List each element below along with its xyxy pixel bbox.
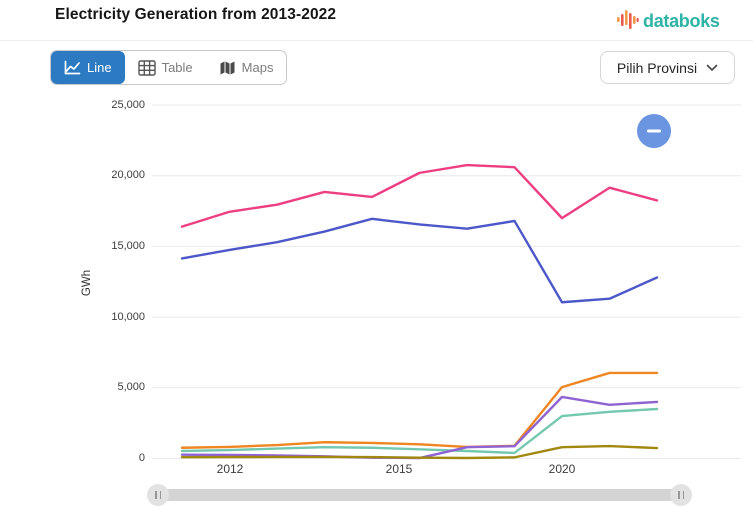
series-pink[interactable]	[180, 163, 659, 228]
province-dropdown[interactable]: Pilih Provinsi	[600, 51, 735, 84]
x-tick-label: 2015	[385, 462, 413, 476]
province-dropdown-label: Pilih Provinsi	[616, 59, 698, 76]
y-tick-label: 20,000	[111, 169, 145, 182]
page-title: Electricity Generation from 2013-2022	[55, 6, 337, 23]
brand-bars-icon	[616, 6, 640, 37]
navigator-handle-left[interactable]	[147, 484, 169, 506]
navigator-handle-right[interactable]	[670, 484, 692, 506]
view-toggle-maps[interactable]: Maps	[206, 51, 287, 84]
view-toggle-maps-label: Maps	[241, 60, 274, 75]
brand-logo[interactable]: databoks	[616, 6, 720, 36]
chevron-down-icon	[706, 59, 718, 77]
grip-icon	[678, 491, 684, 499]
view-toggle-group: Line Table Maps	[50, 50, 288, 85]
series-olive[interactable]	[180, 444, 659, 460]
y-tick-label: 25,000	[111, 98, 145, 111]
navigator-bar[interactable]	[160, 489, 680, 501]
brand-wordmark: databoks	[643, 10, 720, 31]
series-teal[interactable]	[180, 407, 659, 455]
y-tick-label: 5,000	[117, 381, 145, 394]
header-divider	[0, 40, 753, 41]
y-tick-label: 10,000	[111, 310, 145, 323]
series-orange[interactable]	[180, 371, 659, 449]
maps-icon	[219, 60, 236, 76]
line-chart-icon	[64, 60, 81, 75]
grip-icon	[155, 491, 161, 499]
minus-icon	[647, 129, 661, 133]
y-tick-label: 15,000	[111, 239, 145, 252]
view-toggle-table-label: Table	[161, 60, 193, 75]
y-axis-title: GWh	[81, 269, 93, 297]
x-tick-label: 2020	[548, 462, 576, 476]
y-tick-label: 0	[138, 452, 145, 464]
view-toggle-table[interactable]: Table	[125, 51, 206, 84]
table-grid-icon	[137, 59, 156, 76]
view-toggle-line[interactable]: Line	[51, 51, 125, 84]
x-tick-label: 2012	[216, 462, 244, 476]
view-toggle-line-label: Line	[87, 60, 112, 75]
zoom-out-button[interactable]	[637, 114, 671, 148]
series-blue[interactable]	[180, 217, 659, 304]
